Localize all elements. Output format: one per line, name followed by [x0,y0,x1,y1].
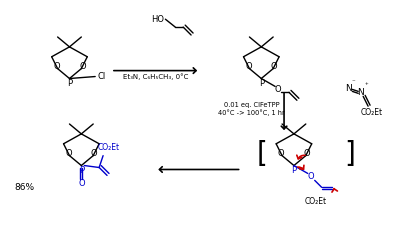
Text: O: O [304,149,310,158]
Text: CO₂Et: CO₂Et [361,108,383,117]
Text: ⁻: ⁻ [351,79,355,86]
Text: 0.01 eq. ClFeTPP: 0.01 eq. ClFeTPP [224,102,279,108]
Text: ]: ] [344,140,355,168]
Text: 86%: 86% [14,183,34,192]
Text: [: [ [257,140,268,168]
Text: 40°C -> 100°C, 1 hr: 40°C -> 100°C, 1 hr [218,110,285,117]
Text: P: P [67,79,72,88]
Text: O: O [79,62,86,71]
Text: HO: HO [151,15,164,24]
Text: O: O [53,62,60,71]
Text: N: N [357,88,364,97]
Text: O: O [278,149,284,158]
Text: O: O [65,149,72,158]
Text: O: O [308,172,314,181]
Text: P: P [79,166,84,175]
Text: O: O [245,62,252,71]
Text: O: O [78,179,85,188]
Text: Cl: Cl [98,72,106,81]
Text: O: O [275,85,282,94]
Text: CO₂Et: CO₂Et [305,197,327,206]
Text: N: N [345,84,352,93]
Text: P: P [291,166,296,175]
Text: P: P [259,79,264,88]
Text: ⁺: ⁺ [364,83,368,90]
Text: O: O [91,149,98,158]
Text: Et₃N, C₆H₅CH₃, 0°C: Et₃N, C₆H₅CH₃, 0°C [123,73,188,80]
Text: O: O [271,62,278,71]
Text: CO₂Et: CO₂Et [98,143,120,152]
